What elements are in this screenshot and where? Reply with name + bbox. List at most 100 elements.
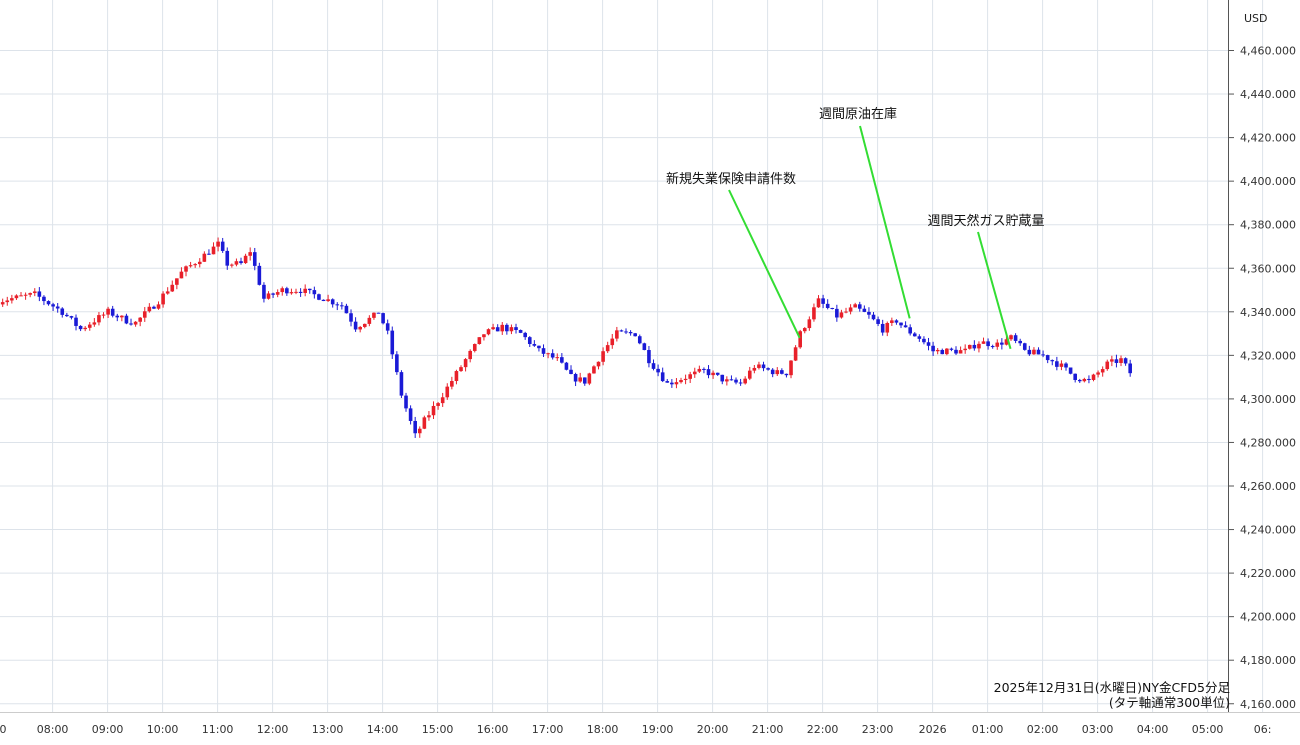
candle-body: [986, 341, 990, 347]
candle-body: [954, 349, 958, 354]
candle-body: [592, 366, 596, 374]
candle-body: [917, 336, 922, 339]
candle-body: [922, 338, 926, 343]
candle-body: [129, 323, 133, 325]
candle-body: [990, 346, 995, 348]
candle-body: [880, 323, 885, 333]
candle-body: [225, 250, 230, 266]
candle-body: [243, 255, 248, 264]
candle-body: [495, 327, 500, 332]
candle-body: [65, 314, 69, 317]
candle-body: [344, 305, 349, 314]
annotation-leader-line: [859, 125, 911, 319]
candle-body: [702, 368, 706, 370]
candle-body: [697, 368, 702, 372]
candle-body: [46, 301, 51, 305]
candle-body: [830, 307, 835, 309]
candle-body: [436, 403, 440, 406]
candle-body: [1000, 342, 1004, 345]
candle-body: [862, 308, 867, 312]
candle-body: [967, 344, 972, 349]
candle-body: [1068, 367, 1073, 374]
candle-body: [211, 246, 216, 255]
candle-body: [527, 337, 532, 345]
candle-body: [578, 377, 582, 382]
candle-body: [807, 319, 812, 329]
candle-body: [1050, 360, 1055, 362]
candle-body: [550, 353, 555, 358]
candle-body: [931, 345, 935, 352]
candle-body: [784, 373, 789, 376]
candle-body: [1022, 343, 1027, 350]
candle-body: [839, 312, 844, 318]
candle-body: [688, 374, 692, 379]
price-tick-label: 4,360.000: [1240, 262, 1296, 275]
candle-body: [115, 315, 120, 318]
candle-body: [972, 344, 977, 349]
candle-body: [10, 298, 14, 301]
candle-body: [367, 317, 372, 324]
candle-body: [216, 241, 220, 247]
chart-title: 2025年12月31日(水曜日)NY金CFD5分足: [994, 680, 1231, 695]
candle-body: [1055, 361, 1059, 367]
candle-body: [266, 293, 271, 299]
annotation-label: 新規失業保険申請件数: [666, 171, 796, 187]
candle-body: [312, 290, 317, 295]
candle-body: [289, 292, 294, 294]
price-tick-label: 4,340.000: [1240, 306, 1296, 319]
candle-body: [761, 364, 766, 369]
candle-body: [835, 308, 839, 318]
candle-body: [234, 261, 239, 265]
candle-body: [271, 293, 275, 295]
candle-body: [408, 408, 413, 421]
candle-body: [491, 327, 495, 330]
candle-body: [853, 304, 857, 308]
candle-body: [431, 405, 436, 416]
time-axis: :00 08:00 09:00 10:00 11:00 12:00 13:00 14:00 15…: [0, 723, 1271, 736]
candle-body: [83, 327, 87, 330]
candle-body: [734, 379, 738, 383]
candle-body: [615, 330, 619, 339]
candle-body: [69, 316, 74, 318]
candle-body: [335, 304, 340, 306]
candle-body: [381, 313, 385, 324]
time-tick-label: 17:00: [532, 723, 564, 736]
candle-body: [546, 353, 550, 355]
candle-body: [541, 348, 546, 354]
candle-body: [711, 372, 715, 376]
candle-body: [207, 253, 211, 255]
candle-body: [152, 306, 156, 309]
time-tick-label: 05:00: [1192, 723, 1224, 736]
time-tick-label: 03:00: [1082, 723, 1114, 736]
candle-body: [445, 386, 450, 398]
price-tick-label: 4,440.000: [1240, 88, 1296, 101]
candle-body: [766, 368, 770, 370]
candle-body: [816, 298, 821, 308]
candle-body: [908, 327, 912, 334]
candle-body: [385, 323, 390, 331]
candle-body: [798, 331, 802, 348]
candle-body: [19, 295, 23, 297]
time-tick-label: 19:00: [642, 723, 674, 736]
candle-body: [1073, 373, 1077, 380]
candle-body: [995, 342, 1000, 347]
price-tick-label: 4,460.000: [1240, 45, 1296, 58]
candle-body: [1100, 369, 1105, 373]
candle-body: [757, 364, 761, 368]
time-tick-label: 16:00: [477, 723, 509, 736]
candle-body: [28, 293, 32, 295]
candle-body: [660, 372, 665, 382]
time-tick-label: 06:: [1254, 723, 1272, 736]
candle-body: [670, 382, 674, 385]
candle-body: [55, 306, 60, 309]
candle-body: [78, 325, 83, 330]
candle-body: [903, 325, 908, 328]
candle-body: [422, 417, 427, 429]
candle-body: [844, 311, 848, 313]
candle-body: [450, 381, 454, 387]
candle-body: [683, 378, 688, 381]
candle-body: [642, 343, 647, 351]
candle-body: [601, 351, 605, 362]
candle-body: [280, 288, 285, 293]
time-tick-label: :00: [0, 723, 6, 736]
